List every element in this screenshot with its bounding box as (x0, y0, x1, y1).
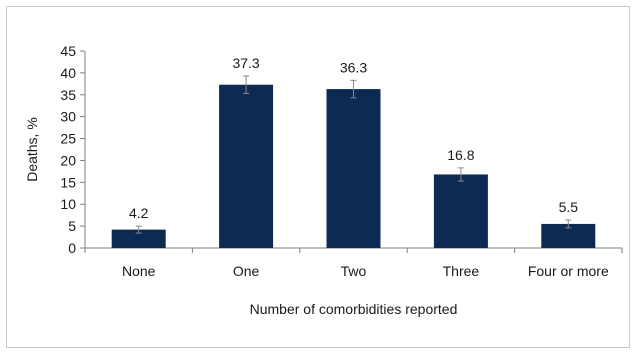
x-axis-ticks: None One Two Three Four or more (84, 248, 623, 279)
y-tick-label: 25 (60, 131, 76, 147)
error-bars (135, 75, 572, 234)
y-tick-label: 35 (60, 87, 76, 103)
bar-data-label: 16.8 (447, 147, 474, 163)
x-tick-label: Two (341, 263, 367, 279)
y-tick-label: 0 (68, 240, 76, 256)
x-tick-label: Three (443, 263, 480, 279)
x-tick-label: Four or more (528, 263, 609, 279)
bar (326, 89, 381, 248)
y-axis-title: Deaths, % (24, 117, 40, 182)
bar-data-label: 37.3 (232, 55, 259, 71)
bar-data-label: 5.5 (559, 199, 579, 215)
y-axis-ticks: 0 5 10 15 20 25 30 35 40 45 (60, 43, 85, 256)
x-tick-label: One (233, 263, 260, 279)
error-bar (350, 79, 357, 99)
error-bar (243, 75, 250, 94)
y-tick-label: 30 (60, 109, 76, 125)
y-tick-label: 15 (60, 174, 76, 190)
y-tick-label: 5 (68, 218, 76, 234)
bar-data-label: 36.3 (340, 59, 367, 75)
x-tick-label: None (122, 263, 156, 279)
x-axis-title: Number of comorbidities reported (250, 301, 458, 317)
y-tick-label: 10 (60, 196, 76, 212)
error-bar (565, 219, 572, 229)
y-tick-label: 40 (60, 65, 76, 81)
error-bar (135, 225, 142, 234)
y-tick-label: 20 (60, 152, 76, 168)
error-bar (457, 167, 464, 182)
bar (219, 84, 274, 248)
y-tick-label: 45 (60, 43, 76, 59)
bar (111, 229, 166, 248)
chart-frame (6, 6, 630, 348)
bar-series (111, 84, 596, 248)
bar (433, 174, 488, 248)
bar-data-label: 4.2 (129, 205, 149, 221)
data-labels: 4.2 37.3 36.3 16.8 5.5 (129, 55, 578, 221)
